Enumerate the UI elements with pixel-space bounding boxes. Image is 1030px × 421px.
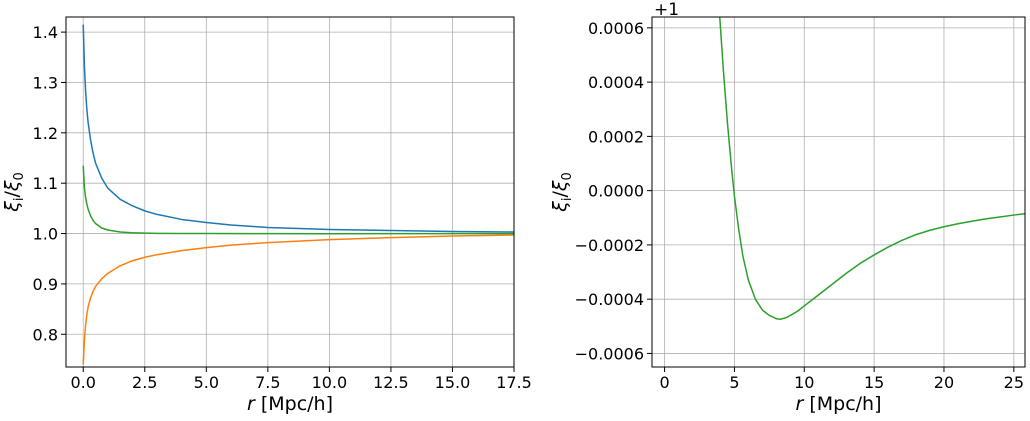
left-x-tick-label: 17.5	[496, 373, 532, 392]
right-y-axis-label: ξi/ξ0	[549, 172, 575, 213]
right-y-tick-label: 0.0002	[588, 127, 644, 146]
left-y-tick-label: 1.0	[33, 225, 58, 244]
left-x-tick-label: 2.5	[132, 373, 157, 392]
right-y-tick-label: 0.0004	[588, 73, 644, 92]
left-series-line-2	[82, 165, 514, 235]
left-y-tick-label: 1.2	[33, 124, 58, 143]
left-y-tick-label: 1.1	[33, 174, 58, 193]
right-x-tick-label: 25	[1004, 373, 1024, 392]
left-y-tick-label: 1.3	[33, 73, 58, 92]
left-x-tick-label: 12.5	[373, 373, 409, 392]
right-x-tick-label: 0	[659, 373, 669, 392]
right-series-line-0	[719, 17, 1025, 320]
left-x-tick-label: 0.0	[71, 373, 96, 392]
left-plot-frame	[65, 16, 515, 368]
right-plot-frame	[651, 16, 1026, 368]
right-x-tick-label: 5	[729, 373, 739, 392]
right-x-tick-label: 10	[794, 373, 814, 392]
left-series-line-0	[82, 24, 514, 233]
right-y-tick-label: −0.0002	[575, 236, 644, 255]
right-x-tick-label: 15	[864, 373, 884, 392]
left-y-axis-label: ξi/ξ0	[1, 172, 27, 213]
left-y-tick-label: 0.8	[33, 325, 58, 344]
right-y-tick-label: 0.0006	[588, 19, 644, 38]
left-x-tick-label: 7.5	[255, 373, 280, 392]
right-y-tick-label: −0.0004	[575, 290, 644, 309]
right-offset-label: +1	[654, 0, 679, 20]
left-series-line-1	[82, 234, 514, 365]
right-x-axis-label: r [Mpc/h]	[795, 393, 881, 415]
left-chart-panel: 0.0 2.5 5.0 7.5 10.0 12.5 15.0 17.5 0.8 0.9 1.0 1.1…	[1, 16, 532, 415]
right-x-tick-label: 20	[934, 373, 954, 392]
left-x-tick-label: 15.0	[435, 373, 471, 392]
left-x-tick-label: 5.0	[194, 373, 219, 392]
right-y-tick-label: 0.0000	[588, 182, 644, 201]
right-y-tick-label: −0.0006	[575, 344, 644, 363]
left-x-tick-label: 10.0	[312, 373, 348, 392]
left-y-tick-label: 1.4	[33, 23, 58, 42]
left-x-axis-label: r [Mpc/h]	[247, 393, 333, 415]
right-chart-panel: 0 5 10 15 20 25 −0.0006 −0.0004 −0.0002 0.0000 0.0…	[549, 0, 1026, 415]
left-y-tick-label: 0.9	[33, 275, 58, 294]
